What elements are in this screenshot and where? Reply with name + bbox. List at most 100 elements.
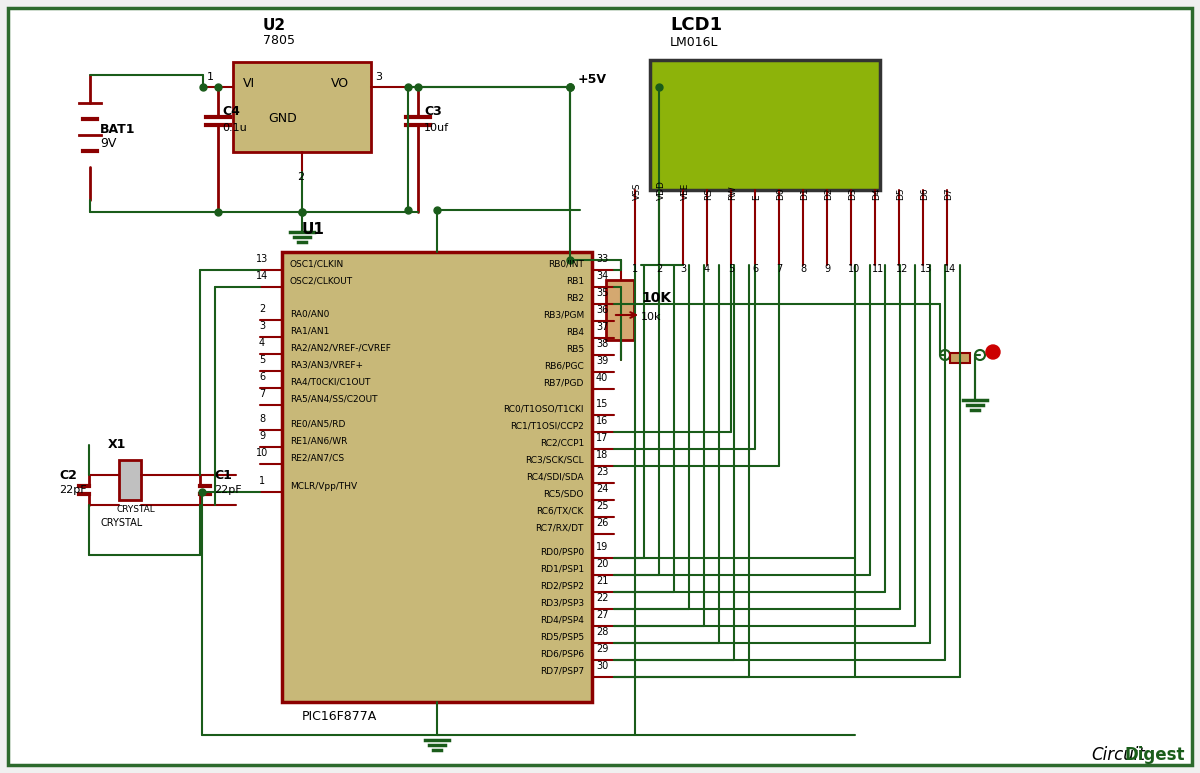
Bar	[606, 280, 634, 340]
Text: 5: 5	[728, 264, 734, 274]
Text: 14: 14	[256, 271, 268, 281]
Text: BAT1: BAT1	[100, 123, 136, 136]
Text: RC6/TX/CK: RC6/TX/CK	[536, 506, 584, 516]
Text: 9V: 9V	[100, 137, 116, 150]
Bar	[950, 353, 970, 363]
Text: RA0/AN0: RA0/AN0	[290, 309, 329, 318]
Text: VEE: VEE	[680, 182, 690, 200]
Text: 10k: 10k	[641, 312, 661, 322]
Text: RC0/T1OSO/T1CKI: RC0/T1OSO/T1CKI	[504, 404, 584, 414]
Text: C1: C1	[214, 469, 232, 482]
Text: 37: 37	[596, 322, 608, 332]
Text: CRYSTAL: CRYSTAL	[116, 505, 155, 514]
Text: 24: 24	[596, 484, 608, 494]
Text: 4: 4	[704, 264, 710, 274]
Text: 22pF: 22pF	[59, 485, 86, 495]
Text: OSC1/CLKIN: OSC1/CLKIN	[290, 260, 344, 268]
Text: D7: D7	[944, 187, 954, 200]
Text: 21: 21	[596, 576, 608, 586]
Text: 6: 6	[259, 372, 265, 382]
Text: 1: 1	[259, 476, 265, 486]
Text: RA4/T0CKI/C1OUT: RA4/T0CKI/C1OUT	[290, 377, 371, 386]
Text: 25: 25	[596, 501, 608, 511]
Text: 10K: 10K	[641, 291, 671, 305]
Text: D5: D5	[896, 187, 906, 200]
Text: RE1/AN6/WR: RE1/AN6/WR	[290, 437, 347, 445]
Text: 15: 15	[596, 399, 608, 409]
Text: 12: 12	[896, 264, 908, 274]
Text: D2: D2	[824, 188, 834, 200]
Bar	[650, 60, 880, 190]
Text: LCD1: LCD1	[670, 16, 722, 34]
Text: 10uf: 10uf	[424, 123, 449, 133]
Text: 3: 3	[680, 264, 686, 274]
Text: RC1/T1OSI/CCP2: RC1/T1OSI/CCP2	[510, 421, 584, 431]
Text: 13: 13	[920, 264, 932, 274]
Text: Circuit: Circuit	[1091, 746, 1145, 764]
Text: 5: 5	[259, 355, 265, 365]
Bar	[282, 252, 592, 702]
Text: RD2/PSP2: RD2/PSP2	[540, 581, 584, 591]
Text: 10: 10	[256, 448, 268, 458]
Text: RD7/PSP7: RD7/PSP7	[540, 666, 584, 676]
Text: RD6/PSP6: RD6/PSP6	[540, 649, 584, 659]
Text: 36: 36	[596, 305, 608, 315]
Text: 40: 40	[596, 373, 608, 383]
Text: 33: 33	[596, 254, 608, 264]
Text: U1: U1	[302, 222, 325, 237]
Text: 16: 16	[596, 416, 608, 426]
Text: E: E	[752, 194, 762, 200]
Text: RD0/PSP0: RD0/PSP0	[540, 547, 584, 557]
Text: 38: 38	[596, 339, 608, 349]
Text: 7: 7	[259, 389, 265, 399]
Text: 28: 28	[596, 627, 608, 637]
Text: 10: 10	[848, 264, 860, 274]
Text: RB7/PGD: RB7/PGD	[544, 379, 584, 387]
Text: 2: 2	[298, 172, 304, 182]
Text: RS: RS	[704, 188, 714, 200]
Text: 22: 22	[596, 593, 608, 603]
Text: 13: 13	[256, 254, 268, 264]
Text: RA5/AN4/SS/C2OUT: RA5/AN4/SS/C2OUT	[290, 394, 378, 404]
Circle shape	[986, 345, 1000, 359]
Text: +5V: +5V	[578, 73, 607, 86]
Text: 23: 23	[596, 467, 608, 477]
Text: 0.1u: 0.1u	[222, 123, 247, 133]
Text: 7805: 7805	[263, 34, 295, 47]
Text: 1: 1	[632, 264, 638, 274]
Text: RW: RW	[728, 186, 738, 200]
Text: 18: 18	[596, 450, 608, 460]
Text: RC3/SCK/SCL: RC3/SCK/SCL	[526, 455, 584, 465]
Text: 3: 3	[374, 72, 382, 82]
Text: 27: 27	[596, 610, 608, 620]
Text: 30: 30	[596, 661, 608, 671]
Bar	[119, 460, 142, 500]
Text: D1: D1	[800, 187, 810, 200]
Text: RD1/PSP1: RD1/PSP1	[540, 564, 584, 574]
Text: RA2/AN2/VREF-/CVREF: RA2/AN2/VREF-/CVREF	[290, 343, 391, 352]
Text: 2: 2	[656, 264, 662, 274]
Text: 39: 39	[596, 356, 608, 366]
Text: RB0/INT: RB0/INT	[548, 260, 584, 268]
Text: 8: 8	[800, 264, 806, 274]
Text: RE0/AN5/RD: RE0/AN5/RD	[290, 420, 346, 428]
Text: X1: X1	[108, 438, 126, 451]
Text: RA1/AN1: RA1/AN1	[290, 326, 329, 335]
Text: D6: D6	[920, 187, 930, 200]
Text: RB5: RB5	[566, 345, 584, 353]
Text: 35: 35	[596, 288, 608, 298]
Text: RC5/SDO: RC5/SDO	[544, 489, 584, 499]
Text: 34: 34	[596, 271, 608, 281]
Text: D4: D4	[872, 188, 882, 200]
Text: 11: 11	[872, 264, 884, 274]
Text: VDD: VDD	[656, 180, 666, 200]
Text: OSC2/CLKOUT: OSC2/CLKOUT	[290, 277, 353, 285]
Text: RD5/PSP5: RD5/PSP5	[540, 632, 584, 642]
Text: RC2/CCP1: RC2/CCP1	[540, 438, 584, 448]
Text: D0: D0	[776, 187, 786, 200]
Text: C4: C4	[222, 105, 240, 118]
Text: 20: 20	[596, 559, 608, 569]
Text: Digest: Digest	[1124, 746, 1184, 764]
Text: 14: 14	[944, 264, 956, 274]
Text: D3: D3	[848, 187, 858, 200]
